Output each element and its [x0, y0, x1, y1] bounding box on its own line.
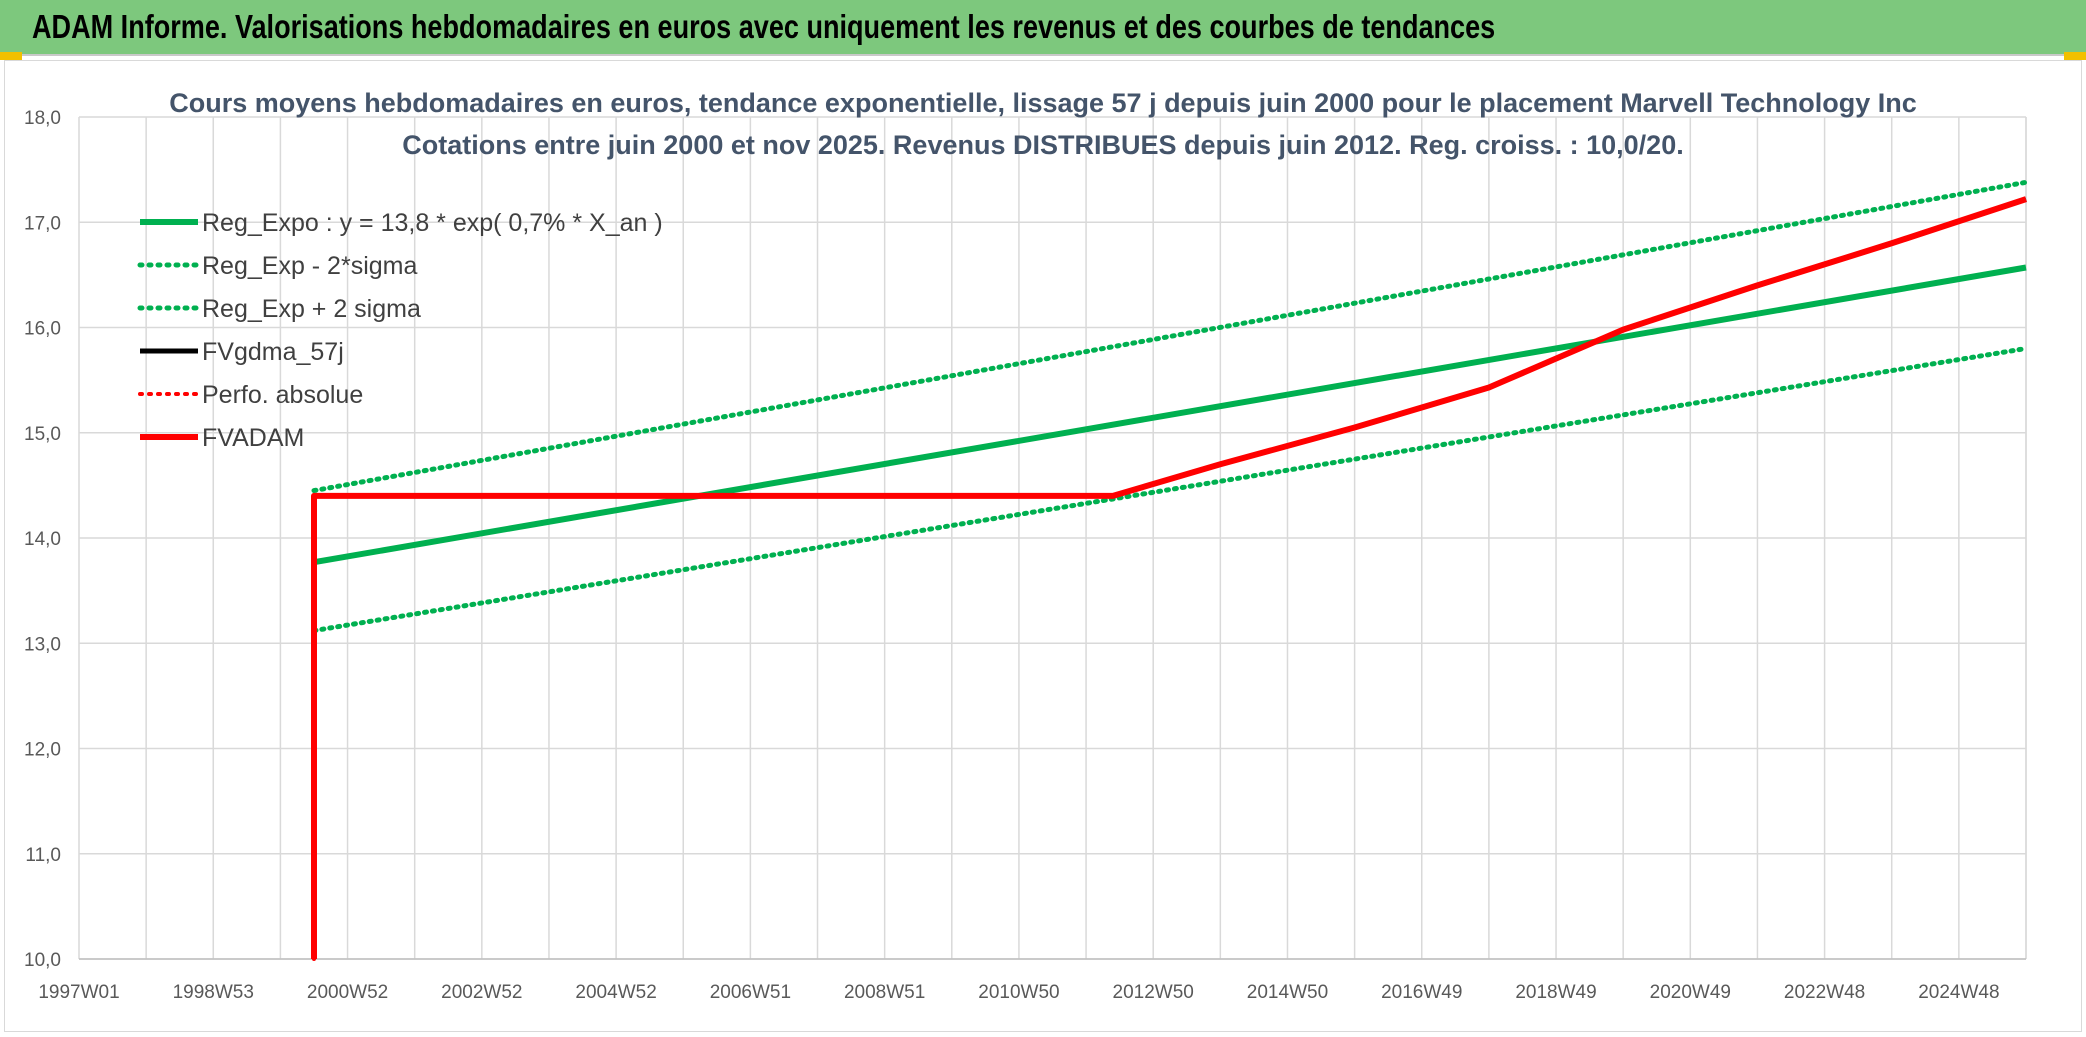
legend-label: Reg_Exp - 2*sigma: [202, 252, 417, 280]
x-tick-label: 2006W51: [710, 982, 791, 1003]
y-tick-label: 17,0: [24, 213, 61, 234]
y-tick-label: 14,0: [24, 529, 61, 550]
legend-label: Reg_Exp + 2 sigma: [202, 295, 421, 323]
y-tick-label: 18,0: [24, 108, 61, 129]
axes: 10,0 11,0 12,0 13,0 14,0 15,0 16,0 17,0 18,0 1997…: [24, 108, 2026, 1003]
corner-marker-left: [0, 52, 22, 60]
legend-label: Reg_Expo : y = 13,8 * exp( 0,7% * X_an ): [202, 209, 663, 237]
x-tick-label: 2010W50: [978, 982, 1059, 1003]
legend-label: Perfo. absolue: [202, 381, 363, 409]
report-banner: ADAM Informe. Valorisations hebdomadaire…: [0, 0, 2086, 56]
x-tick-label: 2016W49: [1381, 982, 1462, 1003]
y-tick-label: 15,0: [24, 424, 61, 445]
report-title: ADAM Informe. Valorisations hebdomadaire…: [32, 8, 1496, 45]
y-tick-label: 13,0: [24, 634, 61, 655]
chart-subtitle: Cotations entre juin 2000 et nov 2025. R…: [402, 130, 1683, 160]
x-tick-label: 2014W50: [1247, 982, 1328, 1003]
series-line: [313, 264, 2027, 566]
chart-title: Cours moyens hebdomadaires en euros, ten…: [169, 88, 1917, 118]
x-tick-label: 2004W52: [575, 982, 656, 1003]
x-tick-label: 2000W52: [307, 982, 388, 1003]
legend-label: FVADAM: [202, 424, 304, 452]
series-line: [311, 196, 2027, 959]
y-tick-label: 16,0: [24, 319, 61, 340]
series-lines: [311, 179, 2029, 961]
y-tick-label: 11,0: [25, 845, 61, 866]
series-line: [311, 346, 2029, 634]
corner-marker-right: [2064, 52, 2086, 60]
y-tick-label: 12,0: [24, 740, 61, 761]
series-line: [311, 179, 2029, 494]
y-tick-label: 10,0: [24, 950, 61, 971]
x-tick-label: 2012W50: [1113, 982, 1194, 1003]
x-tick-label: 2008W51: [844, 982, 925, 1003]
x-tick-label: 2024W48: [1918, 982, 1999, 1003]
legend: Reg_Expo : y = 13,8 * exp( 0,7% * X_an )…: [137, 209, 663, 452]
grid: [78, 116, 2027, 960]
x-tick-label: 2020W49: [1650, 982, 1731, 1003]
x-tick-label: 2018W49: [1515, 982, 1596, 1003]
x-tick-label: 1997W01: [38, 982, 119, 1003]
x-tick-label: 1998W53: [173, 982, 254, 1003]
x-tick-label: 2002W52: [441, 982, 522, 1003]
legend-label: FVgdma_57j: [202, 338, 344, 366]
x-tick-label: 2022W48: [1784, 982, 1865, 1003]
